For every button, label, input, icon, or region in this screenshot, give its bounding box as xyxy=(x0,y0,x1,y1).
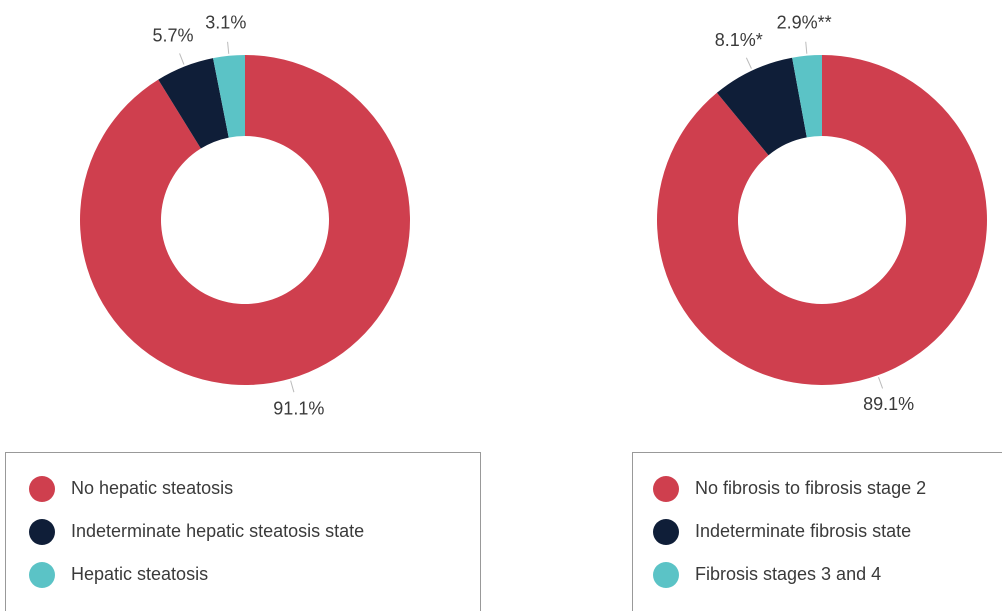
leader-line xyxy=(878,376,884,389)
donut-slice xyxy=(792,55,822,138)
legend-label: Fibrosis stages 3 and 4 xyxy=(695,564,881,584)
leader-line xyxy=(290,380,295,393)
legend-label: Indeterminate hepatic steatosis state xyxy=(71,521,364,541)
legend-swatch xyxy=(29,476,55,502)
legend-box xyxy=(632,452,1002,611)
leader-line xyxy=(745,57,752,69)
donut-slice xyxy=(79,55,411,386)
donut-slice xyxy=(716,57,807,156)
data-label: 3.1% xyxy=(205,13,246,33)
data-label: 91.1% xyxy=(273,398,324,418)
legend-swatch xyxy=(653,562,679,588)
legend-box xyxy=(5,452,481,611)
donut-slice xyxy=(213,55,245,138)
legend-label: No hepatic steatosis xyxy=(71,478,233,498)
legend-swatch xyxy=(653,519,679,545)
donut-slice xyxy=(657,55,987,385)
donut-slice xyxy=(158,58,229,149)
leader-line xyxy=(179,53,185,65)
data-label: 2.9%** xyxy=(777,13,832,33)
legend-swatch xyxy=(653,476,679,502)
legend-swatch xyxy=(29,562,55,588)
leader-line xyxy=(227,41,230,54)
legend-label: Indeterminate fibrosis state xyxy=(695,521,911,541)
data-label: 89.1% xyxy=(863,394,914,414)
data-label: 8.1%* xyxy=(715,30,763,50)
legend-label: No fibrosis to fibrosis stage 2 xyxy=(695,478,926,498)
legend-label: Hepatic steatosis xyxy=(71,564,208,584)
leader-line xyxy=(805,41,808,54)
legend-swatch xyxy=(29,519,55,545)
data-label: 5.7% xyxy=(152,25,193,45)
